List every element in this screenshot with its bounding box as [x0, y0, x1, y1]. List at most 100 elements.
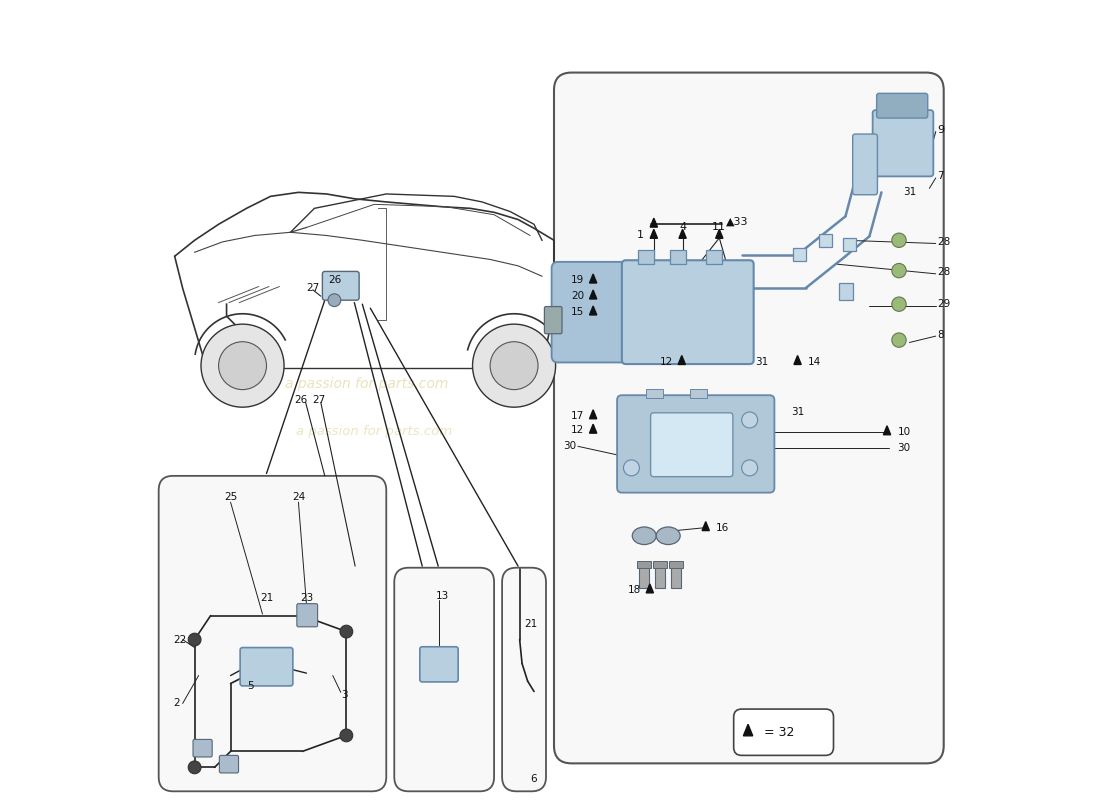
- Polygon shape: [650, 218, 658, 227]
- Circle shape: [188, 761, 201, 774]
- Text: 11: 11: [713, 222, 726, 232]
- Text: 13: 13: [436, 590, 449, 601]
- Circle shape: [340, 729, 353, 742]
- Bar: [706, 250, 722, 264]
- Bar: [690, 389, 707, 398]
- Circle shape: [624, 460, 639, 476]
- Polygon shape: [646, 584, 653, 593]
- FancyBboxPatch shape: [872, 110, 933, 176]
- Text: 25: 25: [224, 493, 238, 502]
- Text: GTS: GTS: [750, 152, 860, 200]
- Circle shape: [892, 333, 906, 347]
- Bar: [843, 238, 856, 250]
- Text: 1: 1: [637, 230, 644, 240]
- Circle shape: [892, 263, 906, 278]
- Text: a passion for parts.com: a passion for parts.com: [296, 426, 452, 438]
- FancyBboxPatch shape: [544, 306, 562, 334]
- Bar: [637, 562, 651, 568]
- Text: 26: 26: [294, 395, 308, 405]
- Text: 10: 10: [898, 427, 911, 437]
- Text: 30: 30: [563, 442, 576, 451]
- Text: a passion for parts.com: a passion for parts.com: [285, 377, 448, 391]
- FancyBboxPatch shape: [650, 413, 733, 477]
- Text: 30: 30: [898, 443, 911, 453]
- Text: 29: 29: [937, 299, 950, 309]
- Bar: [656, 566, 666, 588]
- Polygon shape: [716, 230, 723, 238]
- FancyBboxPatch shape: [621, 260, 754, 364]
- Circle shape: [892, 233, 906, 247]
- Polygon shape: [794, 355, 801, 365]
- Text: 14: 14: [808, 357, 822, 366]
- Polygon shape: [590, 306, 597, 315]
- Polygon shape: [744, 724, 752, 736]
- Text: 4: 4: [679, 222, 686, 232]
- FancyBboxPatch shape: [297, 604, 318, 627]
- Text: 24: 24: [292, 493, 305, 502]
- FancyBboxPatch shape: [734, 709, 834, 755]
- Text: 20: 20: [571, 291, 584, 301]
- Polygon shape: [590, 424, 597, 433]
- Circle shape: [741, 460, 758, 476]
- Circle shape: [741, 412, 758, 428]
- FancyBboxPatch shape: [852, 134, 878, 194]
- Bar: [653, 562, 668, 568]
- Circle shape: [188, 633, 201, 646]
- Bar: [638, 250, 653, 264]
- Text: ▲33: ▲33: [726, 217, 749, 227]
- Bar: [669, 562, 683, 568]
- Polygon shape: [590, 274, 597, 283]
- Text: 8: 8: [937, 330, 944, 339]
- Polygon shape: [702, 522, 710, 530]
- Text: 12: 12: [571, 426, 584, 435]
- Text: 16: 16: [716, 522, 729, 533]
- Text: 31: 31: [791, 407, 804, 417]
- FancyBboxPatch shape: [158, 476, 386, 791]
- Polygon shape: [678, 355, 685, 365]
- FancyBboxPatch shape: [192, 739, 212, 757]
- Text: 27: 27: [307, 283, 320, 293]
- Text: 28: 28: [937, 267, 950, 278]
- Bar: [671, 566, 681, 588]
- FancyBboxPatch shape: [240, 647, 293, 686]
- Text: 28: 28: [937, 237, 950, 247]
- FancyBboxPatch shape: [554, 73, 944, 763]
- FancyBboxPatch shape: [617, 395, 774, 493]
- Circle shape: [473, 324, 556, 407]
- Text: 15: 15: [571, 307, 584, 317]
- FancyBboxPatch shape: [322, 271, 359, 300]
- Text: 9: 9: [937, 125, 945, 135]
- Circle shape: [892, 297, 906, 311]
- Text: 5: 5: [248, 681, 254, 691]
- Text: 21: 21: [525, 618, 538, 629]
- Text: 2: 2: [173, 698, 179, 709]
- Text: 17: 17: [571, 411, 584, 421]
- Bar: [639, 566, 649, 588]
- Ellipse shape: [632, 527, 657, 545]
- Circle shape: [328, 294, 341, 306]
- FancyBboxPatch shape: [551, 262, 645, 362]
- Polygon shape: [590, 290, 597, 299]
- Polygon shape: [650, 230, 658, 238]
- Bar: [670, 250, 685, 264]
- Text: 21: 21: [260, 593, 273, 603]
- Circle shape: [201, 324, 284, 407]
- Bar: [839, 282, 854, 300]
- Polygon shape: [590, 410, 597, 418]
- Text: 22: 22: [173, 634, 186, 645]
- Text: 27: 27: [311, 395, 324, 405]
- Text: = 32: = 32: [764, 726, 794, 738]
- Bar: [646, 389, 663, 398]
- Text: 7: 7: [937, 171, 944, 182]
- Text: 19: 19: [571, 275, 584, 286]
- Circle shape: [340, 626, 353, 638]
- Text: 12: 12: [660, 357, 673, 366]
- FancyBboxPatch shape: [502, 568, 546, 791]
- Text: 6: 6: [530, 774, 537, 784]
- Text: 26: 26: [328, 275, 341, 286]
- FancyBboxPatch shape: [394, 568, 494, 791]
- Circle shape: [491, 342, 538, 390]
- Text: 18: 18: [628, 585, 641, 595]
- Bar: [820, 234, 832, 246]
- Text: 3: 3: [341, 690, 348, 701]
